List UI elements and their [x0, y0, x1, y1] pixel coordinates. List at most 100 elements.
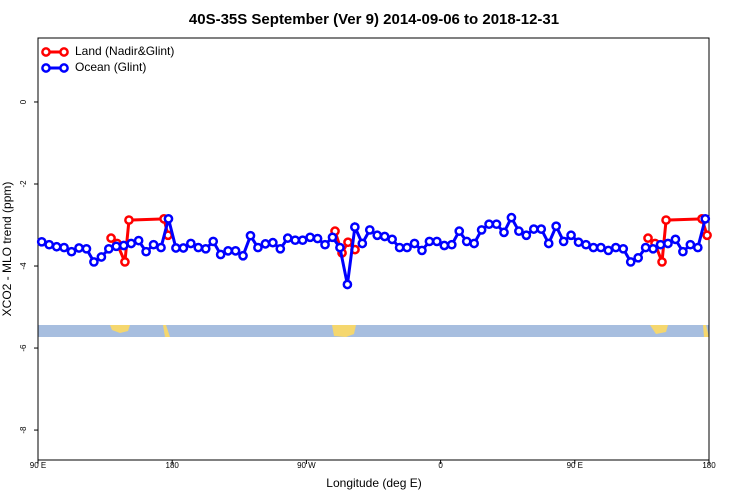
point — [59, 242, 69, 253]
x-tick-label: 180 — [166, 461, 180, 470]
point — [566, 230, 576, 241]
point — [558, 236, 569, 247]
point — [111, 241, 122, 252]
point — [461, 236, 472, 247]
point — [469, 238, 479, 249]
x-tick-label: 180 — [702, 461, 716, 470]
point — [171, 243, 181, 253]
legend-marker — [59, 63, 69, 73]
point — [536, 224, 547, 234]
point — [655, 239, 666, 250]
point — [335, 242, 345, 253]
y-tick-label: -4 — [19, 262, 28, 270]
y-tick-label: -2 — [19, 180, 28, 188]
point — [610, 242, 621, 253]
point — [343, 237, 353, 248]
point — [528, 224, 539, 234]
point — [499, 227, 509, 238]
point — [66, 246, 77, 257]
point — [74, 243, 84, 253]
point — [364, 225, 375, 235]
y-tick-label: -6 — [19, 344, 28, 352]
point — [357, 238, 368, 249]
point — [424, 236, 435, 247]
point — [312, 233, 323, 244]
point — [439, 240, 450, 251]
point — [551, 221, 562, 232]
point — [106, 233, 116, 243]
map-strip — [38, 325, 709, 337]
point — [633, 252, 644, 263]
point — [670, 234, 681, 245]
point — [417, 245, 427, 256]
point — [702, 230, 712, 241]
point — [643, 233, 653, 243]
legend-label: Land (Nadir&Glint) — [75, 44, 174, 58]
x-tick-label: 0 — [438, 461, 443, 470]
point — [618, 243, 629, 254]
point — [215, 249, 226, 260]
point — [387, 234, 397, 245]
point — [253, 242, 263, 253]
point — [663, 238, 673, 249]
point — [476, 225, 487, 235]
y-tick-label: 0 — [19, 99, 28, 104]
x-tick-label: 90 W — [297, 461, 316, 470]
point — [342, 279, 353, 290]
point — [305, 232, 315, 243]
point — [120, 257, 130, 267]
point — [603, 245, 614, 256]
point — [185, 238, 196, 249]
chart-title: 40S-35S September (Ver 9) 2014-09-06 to … — [189, 11, 559, 28]
legend-marker — [41, 63, 51, 73]
point — [432, 236, 442, 247]
point — [514, 226, 524, 237]
point — [372, 230, 383, 241]
point — [260, 239, 271, 249]
point — [133, 235, 144, 246]
point — [103, 243, 114, 254]
point — [521, 230, 532, 241]
point — [625, 257, 636, 267]
point — [118, 240, 129, 251]
point — [126, 238, 137, 249]
point — [573, 237, 584, 248]
point — [394, 242, 405, 253]
point — [446, 239, 457, 250]
point — [193, 242, 204, 253]
point — [484, 219, 494, 230]
point — [543, 238, 554, 249]
point — [700, 214, 711, 224]
point — [275, 243, 286, 254]
x-tick-label: 90 E — [567, 461, 583, 470]
legend-marker — [59, 47, 69, 57]
point — [96, 252, 107, 262]
point — [230, 245, 241, 256]
point — [648, 243, 658, 254]
series-line — [110, 217, 709, 263]
point — [268, 237, 278, 248]
point — [685, 239, 696, 250]
point — [350, 222, 360, 232]
point — [454, 226, 465, 237]
point — [657, 257, 667, 267]
point — [491, 219, 502, 230]
point — [124, 215, 134, 225]
point — [379, 231, 390, 242]
point — [506, 212, 517, 223]
point — [44, 239, 55, 250]
point — [320, 239, 330, 250]
point — [178, 243, 189, 253]
point — [148, 239, 159, 250]
point — [640, 242, 651, 253]
point — [51, 241, 62, 252]
point — [692, 242, 703, 253]
point — [156, 242, 166, 253]
point — [588, 242, 599, 253]
point — [678, 246, 688, 257]
point — [297, 235, 308, 246]
point — [409, 238, 420, 249]
y-axis-label: XCO2 - MLO trend (ppm) — [0, 182, 14, 317]
x-tick-label: 90 E — [30, 461, 46, 470]
point — [402, 242, 412, 253]
